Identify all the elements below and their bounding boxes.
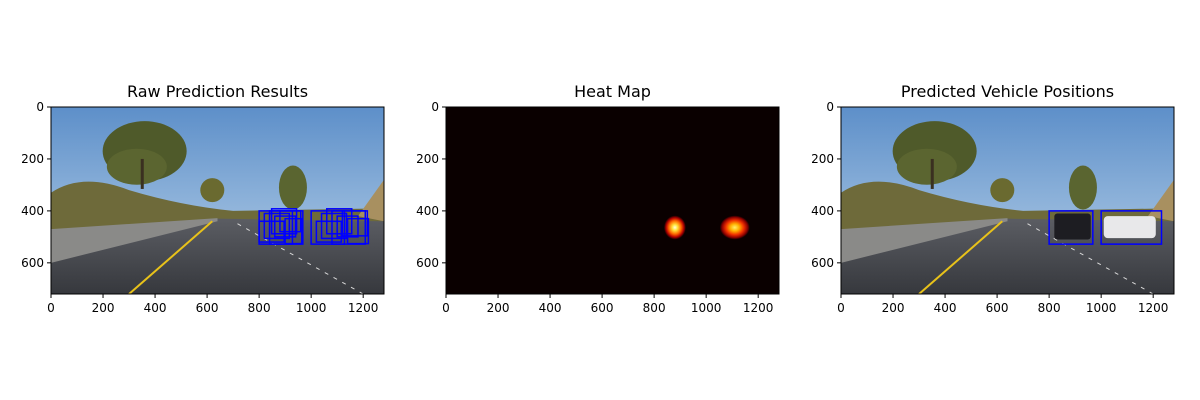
detection-boxes: [258, 208, 370, 245]
axes: 0 200 400 600 800 1000 1200 0 200 400 600: [21, 100, 378, 315]
x-tick-label: 200: [882, 301, 905, 315]
y-tick-label: 600: [416, 256, 439, 270]
axes: 0 200 400 600 800 1000 1200 0 200 400 600: [416, 100, 773, 315]
y-tick-label: 600: [811, 256, 834, 270]
road-photo: [51, 107, 384, 294]
x-tick-label: 400: [934, 301, 957, 315]
x-tick-label: 800: [248, 301, 271, 315]
axes: 0 200 400 600 800 1000 1200 0 200 400 600: [811, 100, 1168, 315]
axes-frame: [445, 106, 780, 295]
x-tick-label: 0: [442, 301, 450, 315]
bounding-box: [315, 220, 343, 243]
bounding-box: [284, 217, 303, 245]
x-tick-label: 600: [591, 301, 614, 315]
heat-spot: [663, 215, 686, 240]
x-tick-label: 200: [92, 301, 115, 315]
y-tick-label: 200: [21, 152, 44, 166]
y-tick-label: 200: [811, 152, 834, 166]
x-tick-label: 1200: [348, 301, 379, 315]
x-tick-label: 600: [986, 301, 1009, 315]
panel-title: Raw Prediction Results: [127, 82, 308, 101]
y-tick-label: 0: [431, 100, 439, 114]
x-tick-label: 0: [837, 301, 845, 315]
x-tick-label: 400: [539, 301, 562, 315]
panel-heat-map: Heat Map 0 200 400 600 800 1000 1200 0 200 400 600: [416, 82, 780, 315]
y-tick-label: 0: [36, 100, 44, 114]
axes-frame: [840, 106, 1175, 295]
x-tick-label: 1000: [1086, 301, 1117, 315]
x-tick-label: 800: [1038, 301, 1061, 315]
bounding-box: [263, 212, 291, 240]
axes-frame: [50, 106, 385, 295]
heatmap-image: [446, 107, 779, 294]
x-tick-label: 600: [196, 301, 219, 315]
bounding-box: [310, 210, 346, 245]
y-tick-label: 400: [416, 204, 439, 218]
y-tick-label: 0: [826, 100, 834, 114]
detection-boxes: [1048, 210, 1163, 245]
road-photo: [841, 107, 1174, 294]
bounding-box: [346, 217, 370, 245]
x-tick-label: 1200: [1138, 301, 1169, 315]
y-tick-label: 400: [21, 204, 44, 218]
x-tick-label: 1200: [743, 301, 774, 315]
x-tick-label: 200: [487, 301, 510, 315]
bounding-box: [270, 208, 298, 235]
bounding-box: [341, 210, 369, 237]
x-tick-label: 1000: [691, 301, 722, 315]
panel-predicted-positions: Predicted Vehicle Positions 0 200 400 600 80…: [811, 82, 1175, 315]
bounding-box: [1048, 210, 1094, 245]
y-tick-label: 200: [416, 152, 439, 166]
x-tick-label: 400: [144, 301, 167, 315]
bounding-box: [1100, 210, 1163, 245]
y-tick-label: 600: [21, 256, 44, 270]
y-tick-label: 400: [811, 204, 834, 218]
heat-spot: [719, 215, 750, 240]
x-tick-label: 1000: [296, 301, 327, 315]
bounding-box: [320, 212, 348, 240]
panel-title: Predicted Vehicle Positions: [901, 82, 1114, 101]
x-tick-label: 0: [47, 301, 55, 315]
panel-title: Heat Map: [574, 82, 651, 101]
panel-raw-predictions: Raw Prediction Results 0 200 400 600 800 1000…: [21, 82, 385, 315]
bounding-box: [326, 208, 353, 235]
x-tick-label: 800: [643, 301, 666, 315]
